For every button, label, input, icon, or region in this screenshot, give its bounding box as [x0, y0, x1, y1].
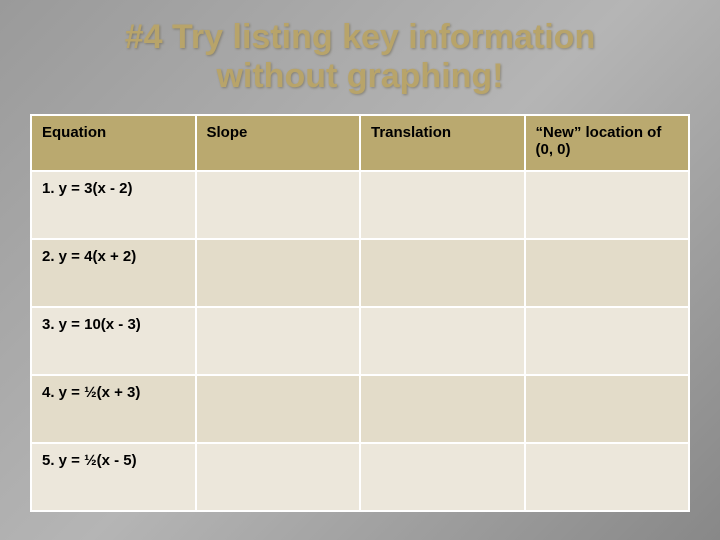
cell-newloc	[525, 307, 690, 375]
col-header-translation: Translation	[360, 115, 525, 171]
table-row: 3. y = 10(x - 3)	[31, 307, 689, 375]
cell-equation: 5. y = ½(x - 5)	[31, 443, 196, 511]
cell-newloc	[525, 375, 690, 443]
table-row: 1. y = 3(x - 2)	[31, 171, 689, 239]
table-row: 4. y = ½(x + 3)	[31, 375, 689, 443]
cell-slope	[196, 375, 361, 443]
col-header-equation: Equation	[31, 115, 196, 171]
cell-translation	[360, 307, 525, 375]
cell-equation: 2. y = 4(x + 2)	[31, 239, 196, 307]
cell-newloc	[525, 171, 690, 239]
table-row: 5. y = ½(x - 5)	[31, 443, 689, 511]
cell-equation: 1. y = 3(x - 2)	[31, 171, 196, 239]
cell-slope	[196, 443, 361, 511]
title-line-2: without graphing!	[216, 57, 503, 95]
cell-newloc	[525, 239, 690, 307]
cell-equation: 4. y = ½(x + 3)	[31, 375, 196, 443]
cell-newloc	[525, 443, 690, 511]
col-header-slope: Slope	[196, 115, 361, 171]
slide-title: #4 Try listing key information without g…	[30, 18, 690, 96]
slide: #4 Try listing key information without g…	[0, 0, 720, 540]
cell-slope	[196, 307, 361, 375]
cell-slope	[196, 171, 361, 239]
cell-slope	[196, 239, 361, 307]
cell-translation	[360, 375, 525, 443]
cell-translation	[360, 171, 525, 239]
table-header-row: Equation Slope Translation “New” locatio…	[31, 115, 689, 171]
col-header-newlocation: “New” location of (0, 0)	[525, 115, 690, 171]
info-table: Equation Slope Translation “New” locatio…	[30, 114, 690, 512]
cell-translation	[360, 239, 525, 307]
cell-equation: 3. y = 10(x - 3)	[31, 307, 196, 375]
title-line-1: #4 Try listing key information	[125, 18, 595, 56]
table-row: 2. y = 4(x + 2)	[31, 239, 689, 307]
cell-translation	[360, 443, 525, 511]
